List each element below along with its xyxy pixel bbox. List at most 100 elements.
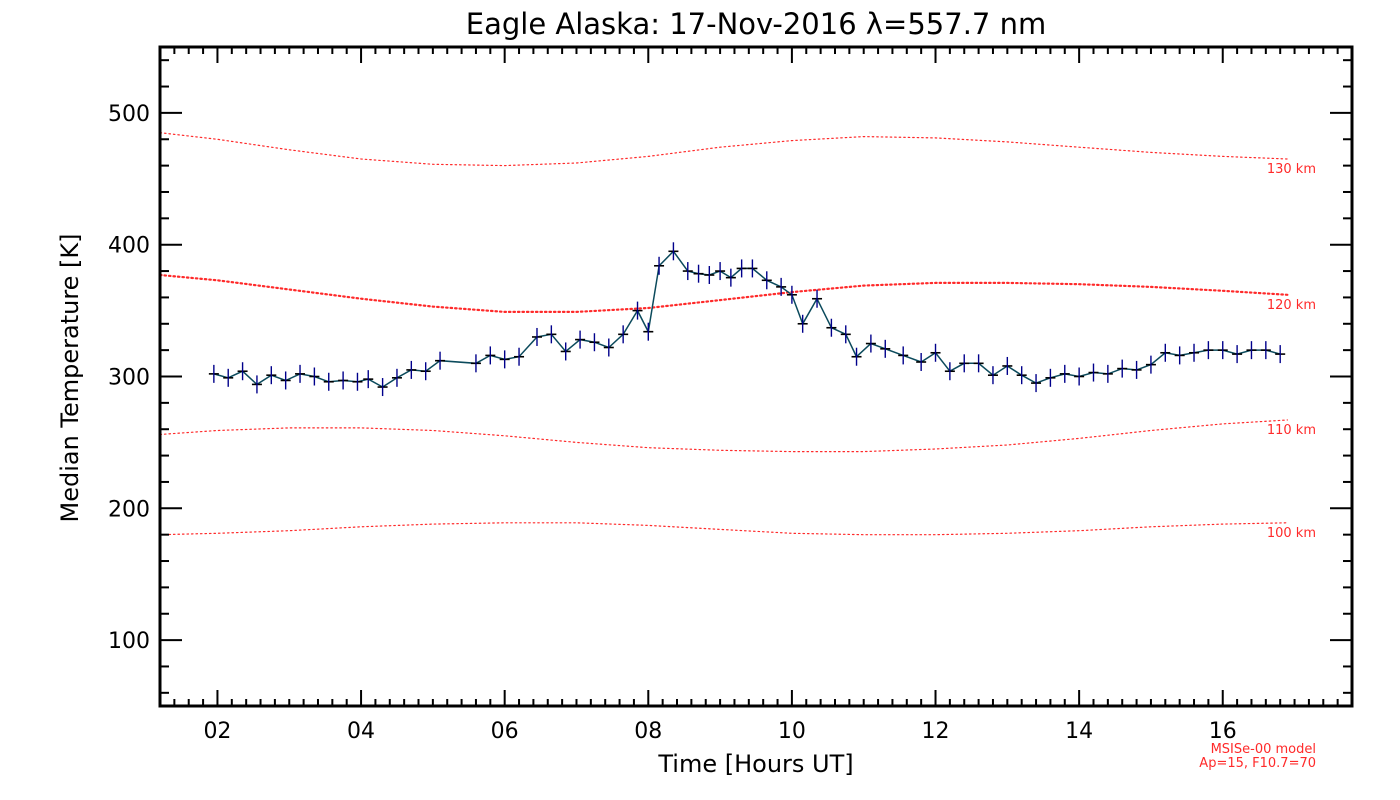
- data-point: [747, 259, 758, 278]
- data-point: [295, 364, 306, 383]
- data-point: [309, 367, 320, 386]
- data-point: [632, 301, 643, 320]
- data-point: [1189, 343, 1200, 362]
- data-point: [1117, 359, 1128, 378]
- data-point: [812, 289, 823, 308]
- data-point: [1260, 341, 1271, 360]
- series-line: [213, 250, 1281, 388]
- x-axis-label: Time [Hours UT]: [657, 750, 853, 778]
- model-curve-label: 110 km: [1267, 423, 1316, 438]
- axis-ticks: 02 04 06 08 10 12 14 16 100 200 300 400 500: [108, 47, 1353, 744]
- data-point: [987, 366, 998, 385]
- data-point: [725, 268, 736, 287]
- data-point: [826, 318, 837, 337]
- data-point: [654, 256, 665, 275]
- data-point: [391, 368, 402, 387]
- data-point: [237, 362, 248, 381]
- data-point: [208, 364, 219, 383]
- plot-frame: [158, 45, 1354, 708]
- data-point: [266, 366, 277, 385]
- data-point: [603, 338, 614, 357]
- data-point: [1145, 355, 1156, 374]
- data-point: [1002, 356, 1013, 375]
- data-point: [786, 285, 797, 304]
- data-point: [377, 378, 388, 397]
- data-point: [1102, 364, 1113, 383]
- data-point: [485, 346, 496, 365]
- data-point: [1246, 341, 1257, 360]
- data-point: [944, 362, 955, 381]
- data-point: [668, 242, 679, 261]
- data-point: [1174, 346, 1185, 365]
- data-point: [776, 277, 787, 296]
- data-point: [715, 262, 726, 281]
- data-point: [251, 375, 262, 394]
- x-tick-label: 14: [1065, 719, 1093, 744]
- data-point: [682, 262, 693, 281]
- model-curve-label: 120 km: [1267, 298, 1316, 313]
- data-point: [435, 351, 446, 370]
- model-footnote-line1: MSISe-00 model: [1211, 742, 1316, 757]
- data-point: [223, 368, 234, 387]
- y-axis-label: Median Temperature [K]: [56, 233, 84, 522]
- x-tick-label: 12: [922, 719, 950, 744]
- data-point: [323, 372, 334, 391]
- data-point: [1045, 368, 1056, 387]
- data-point: [420, 362, 431, 381]
- x-tick-label: 02: [203, 719, 231, 744]
- data-point: [1016, 366, 1027, 385]
- model-curve-110km: [159, 419, 1289, 453]
- x-tick-label: 08: [634, 719, 662, 744]
- data-point: [546, 325, 557, 344]
- data-point: [280, 371, 291, 390]
- data-point: [736, 259, 747, 278]
- y-tick-label: 100: [108, 629, 150, 654]
- data-point: [1074, 367, 1085, 386]
- data-point: [704, 266, 715, 285]
- data-point: [1232, 345, 1243, 364]
- data-point: [1217, 341, 1228, 360]
- model-curve-label: 100 km: [1267, 526, 1316, 541]
- data-point: [851, 347, 862, 366]
- x-tick-label: 06: [491, 719, 519, 744]
- data-point: [1203, 341, 1214, 360]
- data-point: [1031, 374, 1042, 393]
- model-curves: 130 km 120 km 110 km 100 km: [158, 132, 1316, 541]
- data-point: [338, 371, 349, 390]
- data-point: [560, 342, 571, 361]
- model-curve-130km: [159, 132, 1289, 167]
- data-point: [643, 322, 654, 341]
- data-point: [352, 372, 363, 391]
- data-point: [1160, 343, 1171, 362]
- y-tick-label: 300: [108, 366, 150, 391]
- data-point: [865, 334, 876, 353]
- data-point: [1059, 364, 1070, 383]
- data-point: [880, 339, 891, 358]
- chart-title: Eagle Alaska: 17-Nov-2016 λ=557.7 nm: [466, 7, 1046, 41]
- data-point: [1088, 363, 1099, 382]
- data-point: [589, 333, 600, 352]
- data-point: [499, 350, 510, 369]
- model-curve-100km: [159, 522, 1289, 536]
- model-curve-120km: [158, 273, 1289, 313]
- y-tick-label: 200: [108, 497, 150, 522]
- data-point: [898, 346, 909, 365]
- y-tick-label: 400: [108, 234, 150, 259]
- data-point: [761, 271, 772, 290]
- data-point: [618, 325, 629, 344]
- data-point: [531, 327, 542, 346]
- data-series: [208, 242, 1286, 397]
- data-point: [575, 330, 586, 349]
- x-tick-label: 04: [347, 719, 375, 744]
- data-point: [916, 353, 927, 372]
- data-point: [973, 354, 984, 373]
- data-point: [693, 264, 704, 283]
- data-point: [470, 354, 481, 373]
- y-tick-label: 500: [108, 102, 150, 127]
- data-point: [840, 325, 851, 344]
- data-point: [1131, 360, 1142, 379]
- model-curve-label: 130 km: [1267, 162, 1316, 177]
- data-point: [930, 343, 941, 362]
- data-point: [797, 314, 808, 333]
